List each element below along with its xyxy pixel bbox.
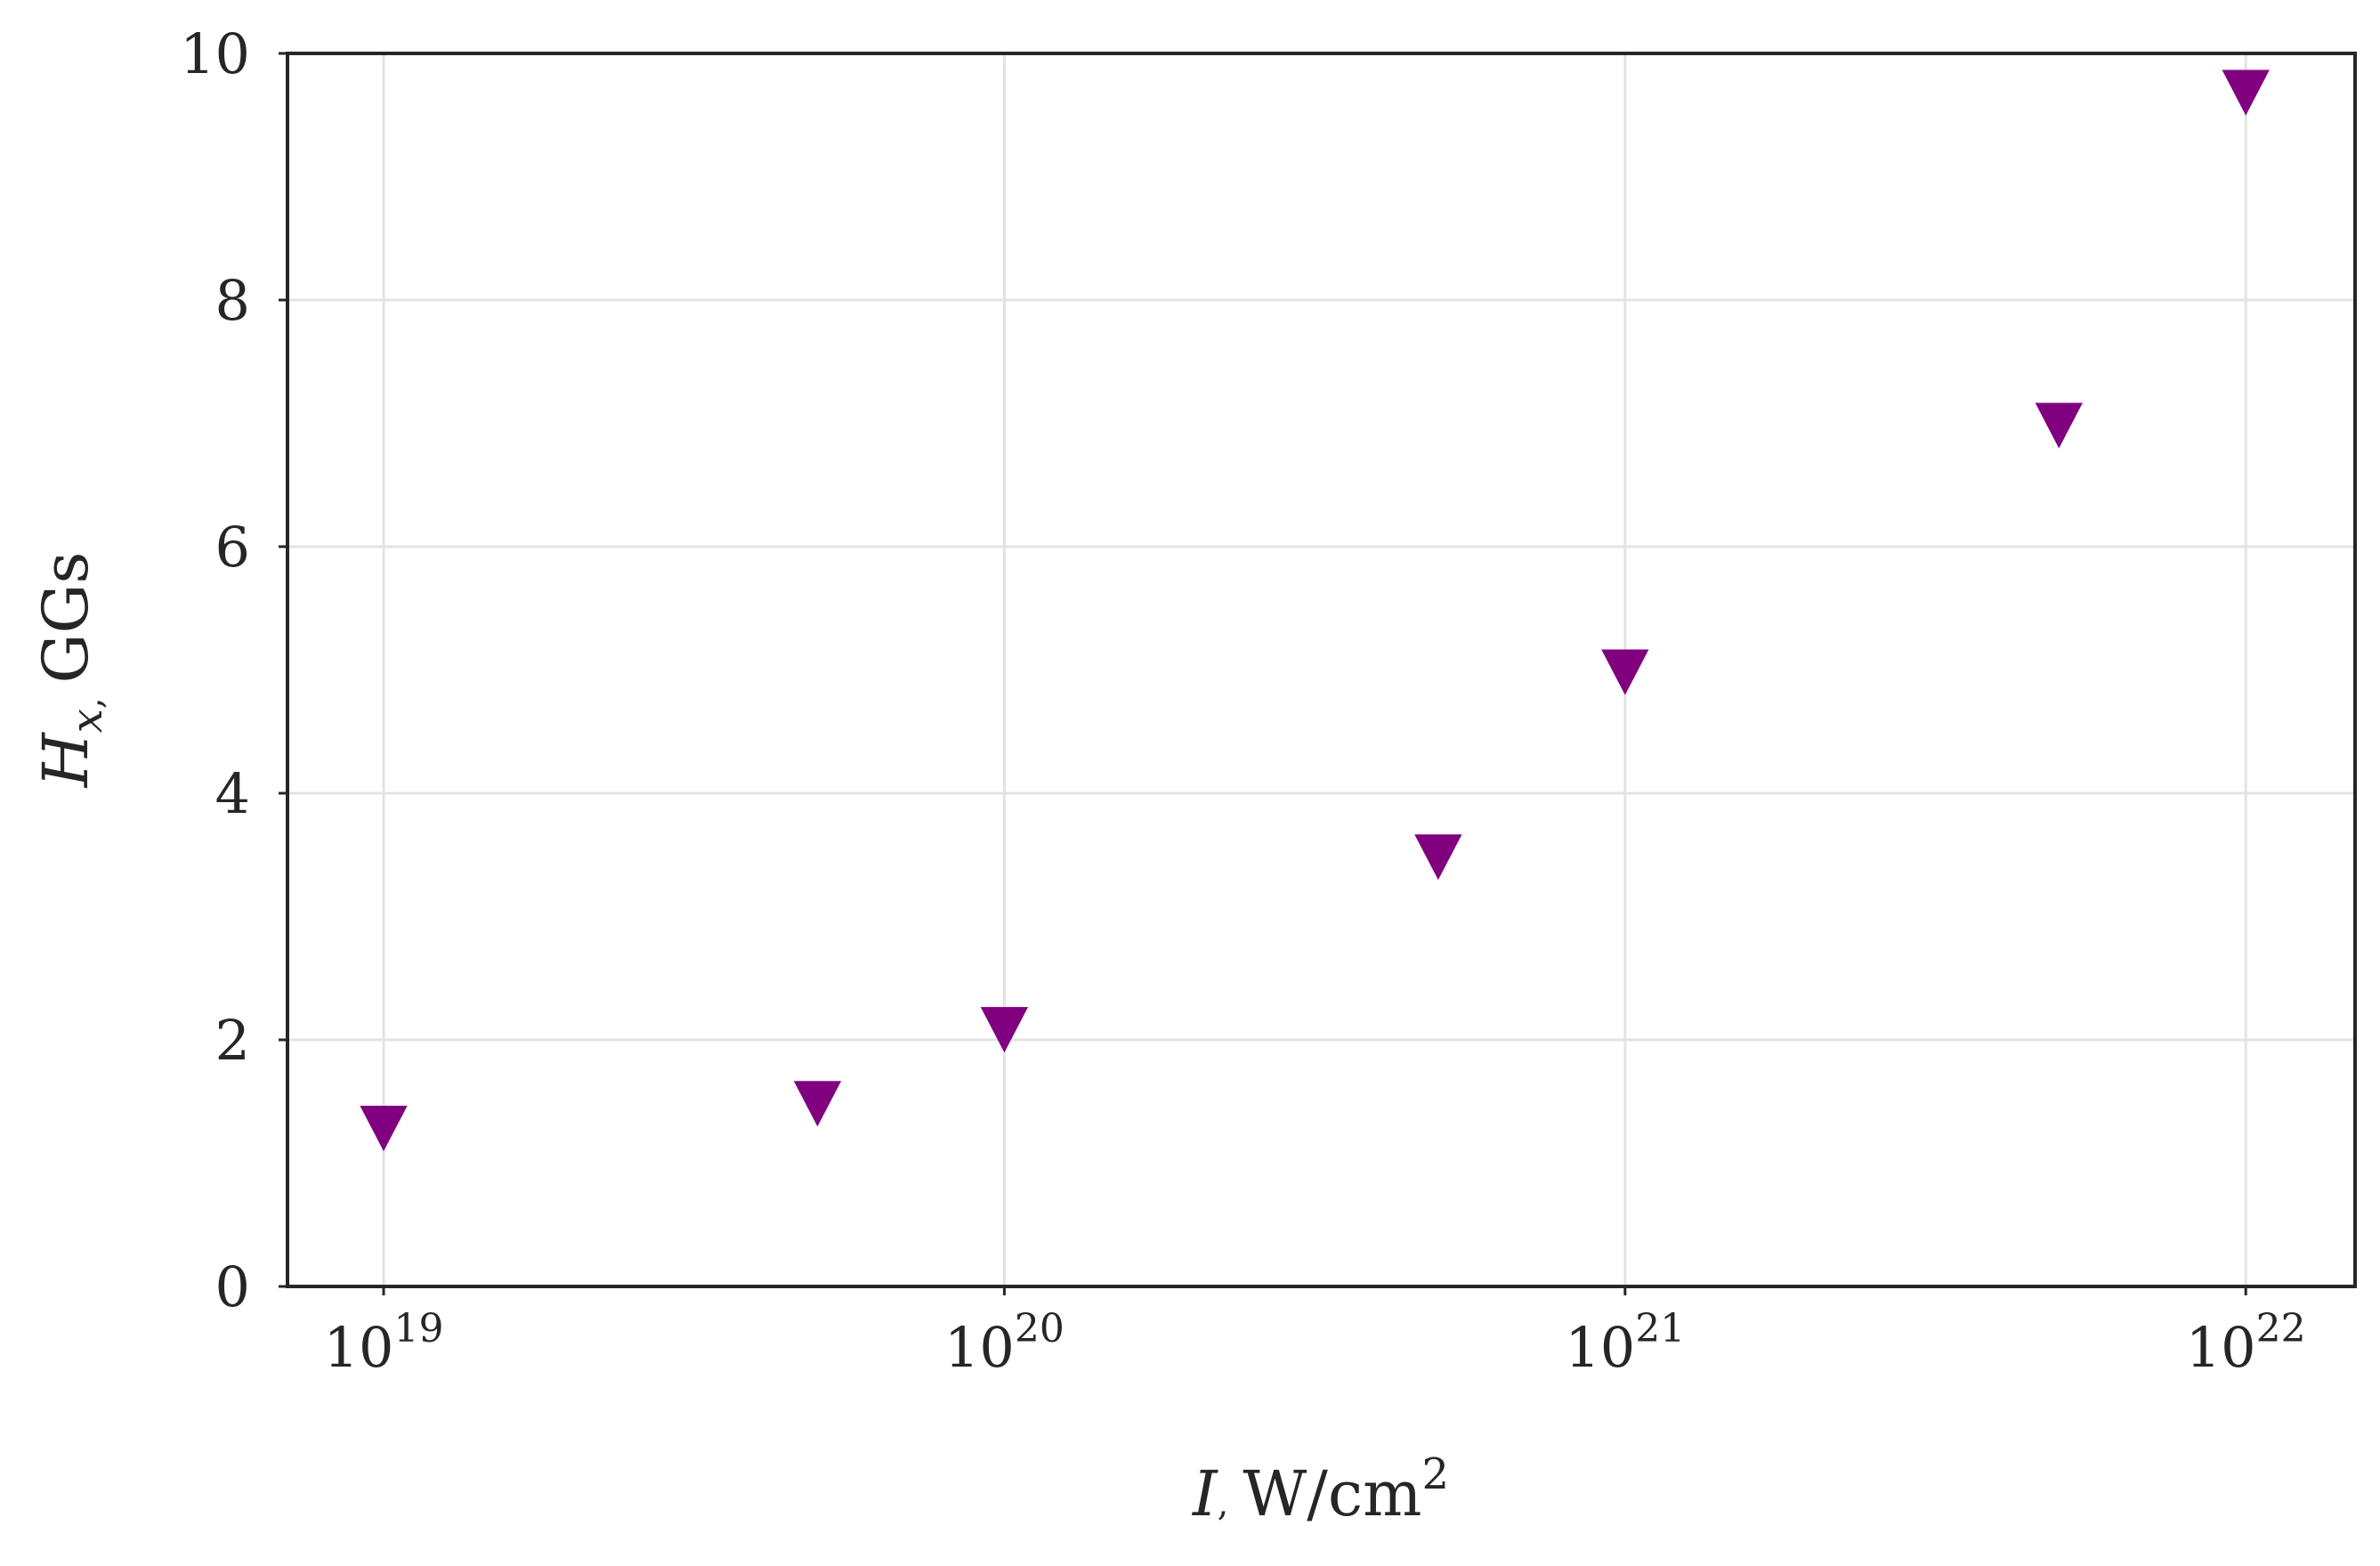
y-tick-labels: 0 2 4 6 8 10 — [180, 21, 287, 1319]
data-point — [1601, 649, 1649, 695]
y-tick-label: 6 — [215, 515, 250, 580]
x-tick-base: 10 — [2186, 1315, 2256, 1380]
x-tick-label: 1020 — [944, 1306, 1065, 1380]
y-tick-label: 8 — [215, 268, 250, 333]
data-point — [980, 1007, 1029, 1053]
x-tick-base: 10 — [324, 1315, 394, 1380]
x-tick-label: 1021 — [1565, 1306, 1685, 1380]
y-tick-label: 4 — [215, 761, 250, 826]
x-tick-exponent: 19 — [393, 1306, 443, 1351]
y-axis-subscript: x — [62, 709, 112, 733]
y-tick-label: 0 — [215, 1254, 250, 1319]
data-point — [1414, 834, 1462, 880]
x-tick-exponent: 22 — [2256, 1306, 2306, 1351]
y-tick-label: 10 — [180, 21, 250, 86]
data-point — [2035, 402, 2083, 449]
data-points — [360, 69, 2270, 1152]
x-tick-base: 10 — [1565, 1315, 1635, 1380]
x-tick-exponent: 20 — [1015, 1306, 1065, 1351]
y-axis-unit: GGs — [29, 552, 102, 684]
x-axis-symbol: I — [1191, 1457, 1218, 1530]
y-axis-label: Hx, GGs — [29, 552, 112, 790]
x-tick-labels: 1019 1020 1021 1022 — [324, 1286, 2306, 1380]
x-tick-base: 10 — [944, 1315, 1015, 1380]
y-axis-separator: , — [69, 697, 110, 709]
x-axis-unit: W/cm — [1243, 1457, 1421, 1530]
x-axis-unit-exponent: 2 — [1421, 1449, 1449, 1499]
x-axis-separator: , — [1218, 1483, 1229, 1524]
grid-lines — [287, 52, 2355, 1288]
x-tick-label: 1019 — [324, 1306, 444, 1380]
y-tick-label: 2 — [215, 1008, 250, 1073]
data-point — [793, 1081, 842, 1127]
data-point — [2222, 69, 2270, 116]
plot-frame — [286, 52, 2357, 1288]
y-axis-symbol: H — [29, 731, 102, 789]
x-tick-label: 1022 — [2186, 1306, 2306, 1380]
x-axis-label: I, W/cm2 — [1191, 1449, 1449, 1530]
data-point — [360, 1105, 408, 1152]
x-tick-exponent: 21 — [1635, 1306, 1685, 1351]
